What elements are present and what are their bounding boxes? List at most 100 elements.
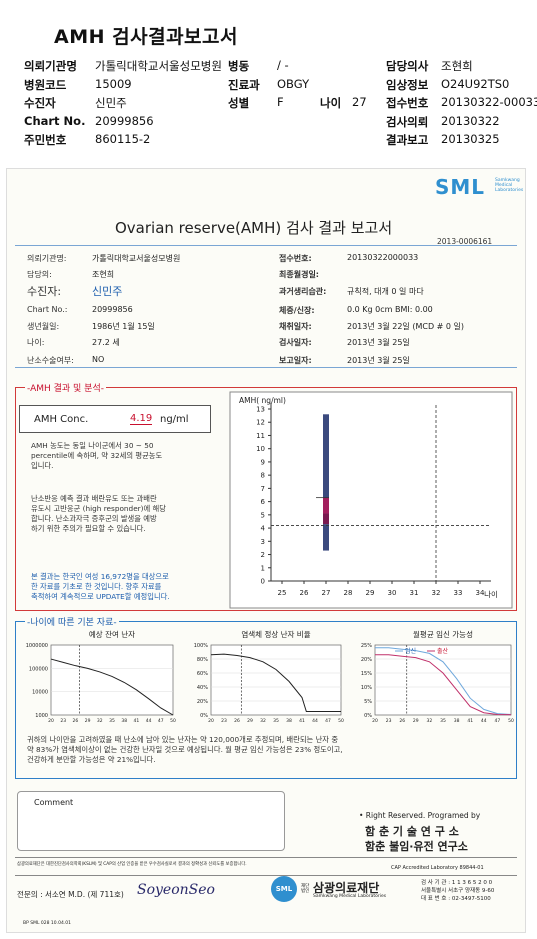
y-tick-label: 11	[256, 432, 265, 440]
info-label: 난소수술여부:	[27, 356, 74, 365]
x-tick-label: 29	[366, 589, 375, 597]
mini-plot-area	[374, 644, 512, 716]
mini-chart-title: 월평균 임신 가능성	[413, 629, 473, 639]
mini-x-tick-label: 35	[440, 718, 446, 724]
info-label: 체중/신장:	[279, 306, 315, 315]
info-value: 2013년 3월 25일	[347, 356, 410, 365]
sml-logo-subtitle: Samkwang Medical Laboratories	[495, 178, 524, 193]
doctor-signature: SoyeonSeo	[137, 882, 215, 898]
info-value: 20130322000033	[347, 253, 419, 262]
mini-x-tick-label: 47	[158, 718, 164, 724]
x-tick-label: 28	[344, 589, 353, 597]
mini-y-tick-label: 0%	[200, 713, 208, 719]
header-value: 가톨릭대학교서울성모병원	[95, 59, 222, 73]
header-label: 임상정보	[386, 77, 429, 92]
age-baseline-section	[15, 621, 517, 779]
header-label: 나이	[320, 96, 342, 110]
header-value: 860115-2	[95, 132, 151, 146]
y-axis-label: AMH( ng/ml)	[239, 396, 286, 405]
mini-x-tick-label: 20	[48, 718, 54, 724]
mini-plot-area	[210, 644, 342, 716]
info-value: 가톨릭대학교서울성모병원	[92, 254, 181, 263]
mini-x-tick-label: 29	[413, 718, 419, 724]
header-label: 병원코드	[24, 77, 67, 92]
mini-series-line	[210, 653, 341, 712]
mini-y-tick-label: 10000	[32, 690, 48, 696]
mini-x-tick-label: 38	[454, 718, 460, 724]
mini-x-tick-label: 47	[495, 718, 501, 724]
box-upper-quartile	[323, 497, 329, 514]
mini-x-tick-label: 26	[234, 718, 240, 724]
info-label: 과거생리습관:	[279, 287, 327, 296]
mini-x-tick-label: 20	[372, 718, 378, 724]
baseline-summary: 귀하의 나이만을 고려하였을 때 난소에 남아 있는 난자는 약 120,000…	[27, 735, 343, 764]
info-value: NO	[92, 355, 105, 364]
foundation-small: 재단 법인	[301, 884, 310, 894]
footer-accreditation: 삼광의료재단은 대한진단검사의학회(KSLM) 및 CAP의 산업 인증을 받은…	[17, 862, 247, 867]
mini-chart-title: 염색체 정상 난자 비율	[241, 629, 310, 639]
info-label: 생년월일:	[27, 322, 60, 331]
mini-y-tick-label: 60%	[197, 671, 208, 677]
header-value: 조현희	[441, 59, 473, 73]
amh-conc-box: AMH Conc. 4.19 ng/ml	[19, 405, 211, 433]
info-label: 접수번호:	[279, 254, 312, 263]
scanned-report: SML Samkwang Medical Laboratories Ovarian …	[6, 168, 526, 933]
mini-x-tick-label: 44	[481, 718, 487, 724]
header-label: 담당의사	[386, 59, 429, 73]
foundation-name: 삼광의료재단	[313, 881, 380, 895]
x-tick-label: 30	[388, 589, 397, 597]
mini-x-tick-label: 23	[221, 718, 227, 724]
amh-conc-unit: ng/ml	[160, 414, 189, 425]
info-label: Chart No.:	[27, 305, 68, 314]
info-label: 나이:	[27, 338, 45, 347]
y-tick-label: 7	[261, 485, 265, 493]
mini-y-tick-label: 15%	[361, 671, 372, 677]
info-value: 27.2 세	[92, 338, 120, 347]
info-value: 2013년 3월 22일 (MCD # 0 일)	[347, 322, 465, 331]
header-value: 15009	[95, 76, 132, 91]
report-title: Ovarian reserve(AMH) 검사 결과 보고서	[115, 219, 393, 237]
legend-birth-label: 출산	[437, 647, 449, 655]
x-tick-label: 33	[454, 589, 463, 597]
info-value: 조현희	[92, 270, 115, 279]
header-value: 20130322	[441, 113, 500, 128]
header-value: 20130322-00033	[441, 95, 537, 109]
mini-y-tick-label: 80%	[197, 657, 208, 663]
header-label: 주민번호	[24, 133, 67, 147]
baseline-section-title: -나이에 따른 기본 자료-	[25, 615, 119, 628]
y-tick-label: 8	[261, 472, 265, 480]
mini-plot-area	[50, 644, 174, 716]
mini-y-tick-label: 100000	[29, 666, 48, 672]
x-tick-label: 27	[322, 589, 331, 597]
mini-x-tick-label: 26	[399, 718, 405, 724]
info-label: 검사일자:	[279, 338, 312, 347]
header-value: 20999856	[95, 113, 154, 128]
data-source-note: 본 결과는 한국인 여성 16,972명을 대상으로 한 자료를 기초로 한 것입…	[31, 572, 170, 601]
mini-x-tick-label: 41	[134, 718, 140, 724]
institute-2: 함춘 불임·유전 연구소	[365, 840, 468, 853]
normal-oocyte-ratio-chart: 염색체 정상 난자 비율 0% 20% 40% 60% 80% 100% 20 23 26 29 32…	[194, 629, 344, 724]
info-value: 1986년 1월 15일	[92, 322, 155, 331]
mini-y-tick-label: 1000000	[26, 643, 48, 649]
mini-y-tick-label: 25%	[361, 643, 372, 649]
info-label: 보고일자:	[279, 356, 312, 365]
mini-y-tick-label: 100%	[194, 643, 209, 649]
mini-x-tick-label: 20	[208, 718, 214, 724]
x-tick-label: 34	[476, 589, 485, 597]
mini-x-tick-label: 35	[109, 718, 115, 724]
remaining-oocytes-chart: 예상 잔여 난자 1000 10000 100000 1000000 20 23 26 29 32…	[26, 629, 176, 724]
mini-x-tick-label: 23	[60, 718, 66, 724]
mini-x-tick-label: 32	[97, 718, 103, 724]
mini-x-tick-label: 47	[325, 718, 331, 724]
info-value: 신민주	[92, 285, 123, 298]
institute-1: 함 춘 기 술 연 구 소	[365, 825, 459, 838]
y-tick-label: 5	[261, 511, 265, 519]
x-tick-label: 25	[278, 589, 287, 597]
mini-x-tick-label: 29	[85, 718, 91, 724]
info-label: 의뢰기관명:	[27, 254, 67, 263]
amh-conc-value: 4.19	[130, 413, 153, 425]
y-tick-label: 1	[261, 564, 265, 572]
header-value: / -	[277, 58, 289, 72]
header-label: 성별	[228, 96, 250, 110]
y-tick-label: 12	[256, 419, 265, 427]
